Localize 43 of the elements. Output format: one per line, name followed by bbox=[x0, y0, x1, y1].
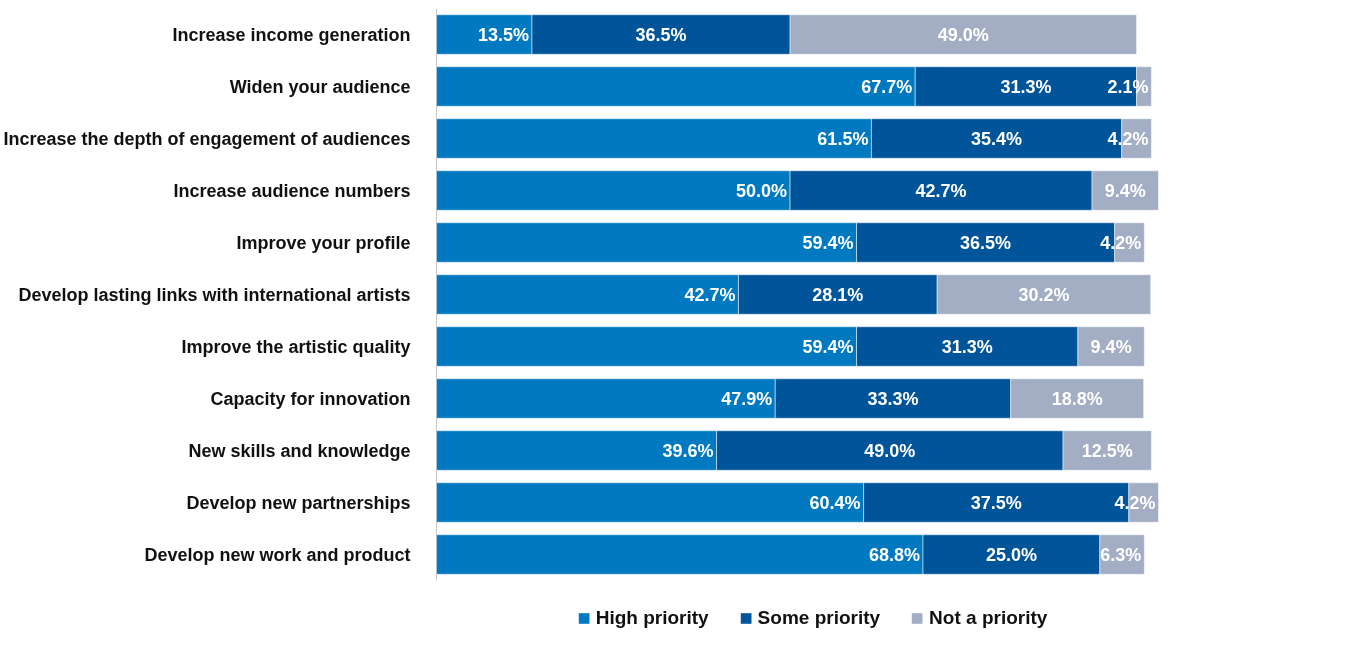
y-tick-label: Develop lasting links with international artists bbox=[18, 284, 411, 305]
legend-label: Some priority bbox=[757, 607, 881, 629]
y-tick-label: Increase income generation bbox=[172, 24, 411, 45]
data-label: 59.4% bbox=[802, 232, 854, 253]
y-tick-label: Develop new partnerships bbox=[186, 492, 411, 513]
data-label: 30.2% bbox=[1018, 284, 1070, 305]
y-tick-label: Improve the artistic quality bbox=[181, 336, 411, 357]
data-label: 47.9% bbox=[721, 388, 773, 409]
data-label: 49.0% bbox=[937, 24, 989, 45]
data-label: 12.5% bbox=[1081, 440, 1133, 461]
data-label: 9.4% bbox=[1090, 336, 1132, 357]
y-tick-label: Increase the depth of engagement of audiences bbox=[3, 128, 411, 149]
y-tick-label: Increase audience numbers bbox=[173, 180, 411, 201]
data-label: 42.7% bbox=[915, 180, 967, 201]
data-label: 25.0% bbox=[985, 544, 1037, 565]
y-tick-label: Develop new work and product bbox=[144, 544, 411, 565]
data-label: 42.7% bbox=[684, 284, 736, 305]
y-tick-label: Capacity for innovation bbox=[210, 388, 411, 409]
data-label: 36.5% bbox=[960, 232, 1012, 253]
data-label: 33.3% bbox=[867, 388, 919, 409]
data-label: 59.4% bbox=[802, 336, 854, 357]
data-label: 18.8% bbox=[1051, 388, 1103, 409]
legend-label: Not a priority bbox=[929, 607, 1048, 629]
y-tick-label: New skills and knowledge bbox=[188, 440, 411, 461]
y-tick-label: Widen your audience bbox=[229, 76, 411, 97]
legend-label: High priority bbox=[595, 607, 709, 629]
data-label: 6.3% bbox=[1100, 544, 1142, 565]
data-label: 39.6% bbox=[662, 440, 714, 461]
y-tick-label: Improve your profile bbox=[236, 232, 411, 253]
data-label: 31.3% bbox=[941, 336, 993, 357]
data-label: 60.4% bbox=[809, 492, 861, 513]
data-label: 67.7% bbox=[861, 76, 913, 97]
data-label: 49.0% bbox=[864, 440, 916, 461]
data-label: 50.0% bbox=[736, 180, 788, 201]
data-label: 9.4% bbox=[1104, 180, 1146, 201]
data-label: 13.5% bbox=[477, 24, 529, 45]
data-label: 37.5% bbox=[970, 492, 1022, 513]
data-label: 31.3% bbox=[1000, 76, 1052, 97]
data-label: 35.4% bbox=[971, 128, 1023, 149]
data-label: 61.5% bbox=[817, 128, 869, 149]
data-label: 68.8% bbox=[868, 544, 921, 565]
data-label: 36.5% bbox=[635, 24, 687, 45]
data-label: 28.1% bbox=[812, 284, 864, 305]
